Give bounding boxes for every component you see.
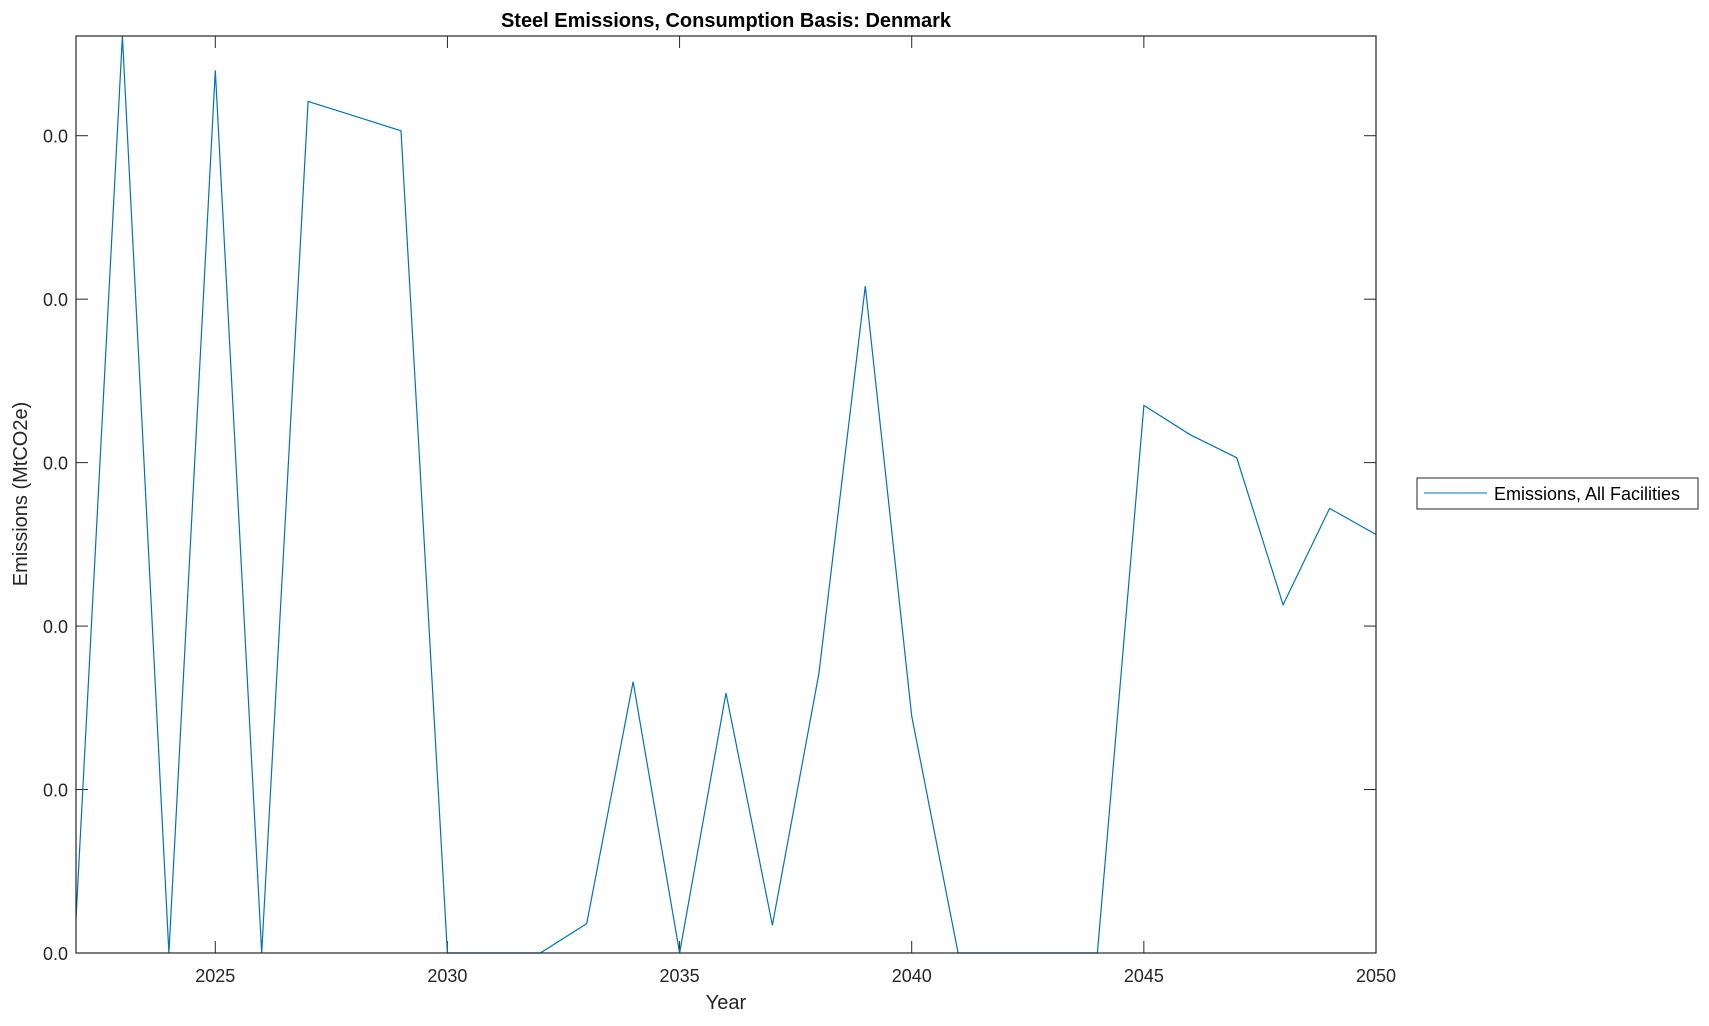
x-tick-label: 2040: [892, 966, 932, 986]
x-tick-label: 2050: [1356, 966, 1396, 986]
y-tick-label: 0.0: [43, 944, 68, 964]
y-axis-label: Emissions (MtCO2e): [10, 402, 32, 586]
x-axis-label: Year: [706, 992, 747, 1014]
y-tick-label: 0.0: [43, 617, 68, 637]
y-tick-label: 0.0: [43, 290, 68, 310]
series-layer: [75, 35, 1377, 954]
plot-frame: [75, 35, 1377, 954]
legend[interactable]: Emissions, All Facilities: [1416, 477, 1699, 510]
y-tick-label: 0.0: [43, 454, 68, 474]
x-tick-label: 2025: [195, 966, 235, 986]
x-tick-label: 2035: [660, 966, 700, 986]
series-line: [75, 35, 1377, 954]
chart-title: Steel Emissions, Consumption Basis: Denm…: [501, 10, 952, 32]
legend-label: Emissions, All Facilities: [1494, 484, 1680, 504]
y-tick-label: 0.0: [43, 127, 68, 147]
x-tick-label: 2045: [1124, 966, 1164, 986]
x-tick-label: 2030: [427, 966, 467, 986]
y-tick-label: 0.0: [43, 781, 68, 801]
